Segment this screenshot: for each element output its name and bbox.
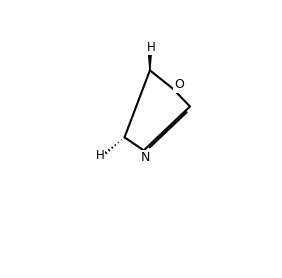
Text: H: H [96,149,104,162]
Text: H: H [147,41,156,54]
Text: O: O [174,78,184,91]
Text: N: N [141,151,150,164]
Polygon shape [149,53,151,70]
